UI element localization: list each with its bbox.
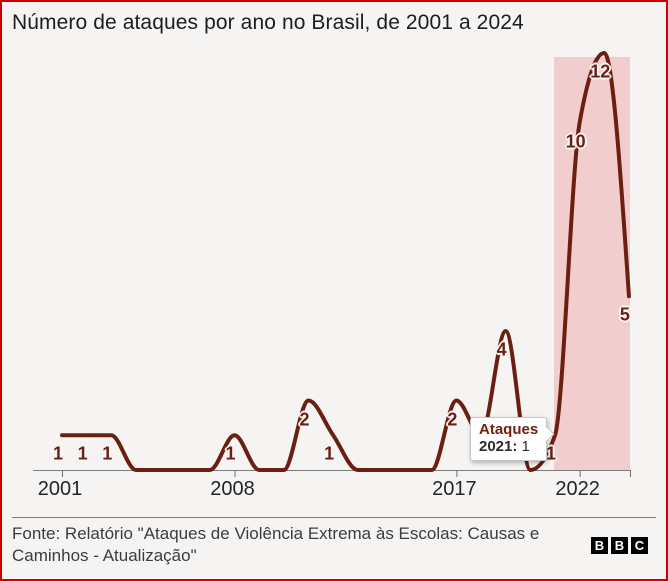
data-point-label-2024: 5 [619,304,630,325]
data-point-label-2008: 1 [225,443,236,464]
data-point-label-2021: 1 [545,443,557,464]
data-point-label-2017: 2 [447,409,458,429]
data-point-label-2023: 12 [590,61,611,82]
data-point-label-2001: 1 [52,443,64,464]
data-point-label-2003: 1 [102,443,113,464]
x-axis-tick-label-2022: 2022 [555,478,600,500]
bbc-logo-letter: B [611,537,628,554]
tooltip-value: 1 [521,438,530,455]
chart-title: Número de ataques por ano no Brasil, de … [12,11,524,34]
data-point-label-2002: 1 [77,443,88,464]
data-point-label-2022: 10 [565,131,586,151]
source-text: Fonte: Relatório "Ataques de Violência E… [12,523,539,567]
data-point-label-2019: 4 [496,339,507,360]
tooltip-value-line: 2021: 1 [479,438,538,455]
bbc-logo-letter: B [591,537,608,554]
source-line-1: Fonte: Relatório "Ataques de Violência E… [12,524,540,543]
data-point-label-2012: 1 [324,443,335,464]
source-line-2: Caminhos - Atualização" [12,546,197,565]
bbc-logo-letter: C [631,537,648,554]
highlight-region [554,57,630,470]
data-point-label-2011: 2 [299,409,310,429]
footer-divider [12,517,656,518]
x-axis-tick-label-2001: 2001 [37,478,83,500]
bbc-logo: B B C [591,537,648,554]
tooltip-year: 2021: [479,438,518,455]
line-series[interactable] [60,50,631,473]
x-axis-tick-label-2008: 2008 [210,478,255,500]
tooltip: Ataques 2021: 1 [470,417,555,461]
x-axis-tick-label-2017: 2017 [432,478,477,500]
tooltip-title: Ataques [479,421,539,438]
